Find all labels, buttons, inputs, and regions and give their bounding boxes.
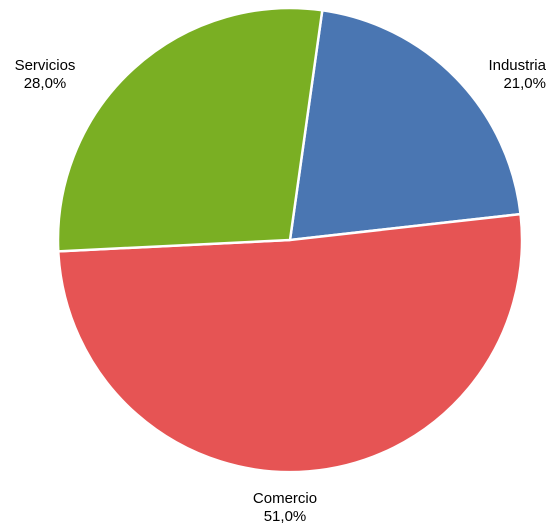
pie-slice-servicios: [56, 6, 324, 253]
pie-slice-industria: [288, 9, 522, 242]
slice-label-value-servicios: 28,0%: [24, 75, 67, 92]
slice-label-name-industria: Industria: [488, 57, 546, 74]
pie-slices: [56, 6, 524, 474]
slice-label-name-comercio: Comercio: [253, 490, 317, 507]
pie-slice-comercio: [57, 212, 524, 474]
slice-label-value-industria: 21,0%: [503, 75, 546, 92]
slice-label-value-comercio: 51,0%: [264, 508, 307, 525]
slice-label-name-servicios: Servicios: [15, 57, 76, 74]
